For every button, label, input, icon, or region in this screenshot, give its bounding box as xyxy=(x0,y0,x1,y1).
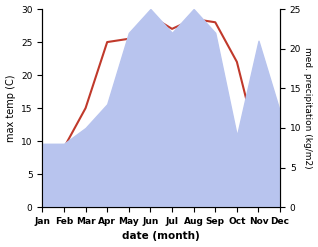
Y-axis label: med. precipitation (kg/m2): med. precipitation (kg/m2) xyxy=(303,47,313,169)
X-axis label: date (month): date (month) xyxy=(122,231,200,242)
Y-axis label: max temp (C): max temp (C) xyxy=(5,74,16,142)
